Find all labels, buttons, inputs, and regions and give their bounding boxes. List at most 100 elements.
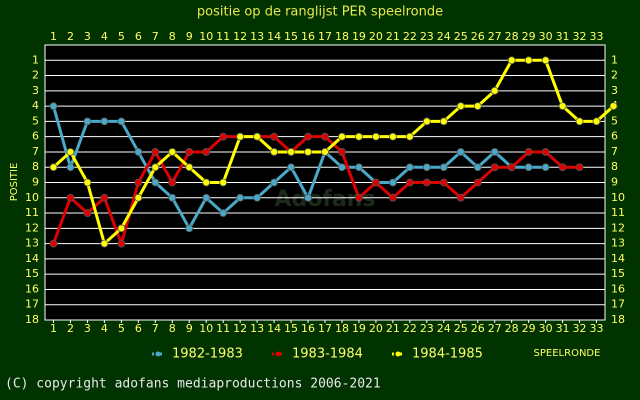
point	[338, 163, 346, 172]
point	[490, 86, 499, 95]
point	[338, 132, 346, 141]
x-tick-label: 24	[437, 322, 451, 335]
y-tick-label-right: 16	[611, 282, 625, 295]
point	[219, 209, 228, 217]
point	[507, 56, 516, 65]
point	[151, 163, 160, 172]
x-tick-label: 28	[505, 322, 519, 335]
x-tick-label-top: 14	[267, 30, 281, 43]
point	[541, 56, 550, 65]
y-axis-label: POSITIE	[9, 163, 20, 202]
y-tick-label: 4	[32, 99, 39, 112]
x-tick-label: 13	[250, 322, 264, 335]
legend-label: 1982-1983	[172, 347, 243, 362]
point	[219, 132, 228, 141]
x-tick-label-top: 24	[437, 30, 451, 43]
point	[151, 178, 160, 187]
y-tick-label: 9	[32, 176, 39, 189]
y-tick-label: 12	[25, 221, 39, 234]
y-tick-label: 3	[32, 84, 39, 97]
x-tick-label-top: 15	[284, 30, 298, 43]
x-axis-label: SPEELRONDE	[534, 348, 601, 359]
point	[185, 224, 194, 233]
x-tick-label: 27	[488, 322, 502, 335]
x-tick-label: 12	[233, 322, 247, 335]
point	[304, 132, 312, 141]
point	[66, 193, 75, 202]
x-tick-label-top: 4	[101, 30, 108, 43]
x-tick-label-top: 9	[186, 30, 193, 43]
legend-marker	[395, 351, 401, 357]
y-tick-label-right: 3	[611, 84, 618, 97]
point	[473, 163, 482, 172]
y-tick-label: 14	[25, 252, 39, 265]
x-tick-label-top: 22	[403, 30, 417, 43]
x-tick-label-top: 29	[522, 30, 536, 43]
footer: (C) copyright adofans mediaproductions 2…	[5, 377, 381, 392]
point	[541, 163, 550, 172]
point	[83, 178, 92, 187]
point	[287, 163, 295, 172]
point	[100, 193, 109, 202]
x-tick-label: 21	[386, 322, 400, 335]
y-tick-label: 5	[32, 114, 39, 127]
x-tick-label: 14	[267, 322, 281, 335]
point	[49, 163, 58, 172]
point	[388, 193, 397, 202]
y-tick-label-right: 9	[611, 176, 618, 189]
legend-label: 1983-1984	[292, 347, 363, 362]
point	[524, 56, 533, 65]
y-tick-label-right: 18	[611, 313, 625, 326]
x-tick-label: 22	[403, 322, 417, 335]
y-tick-label: 18	[25, 313, 39, 326]
x-tick-label-top: 8	[169, 30, 176, 43]
y-tick-label-right: 5	[611, 114, 618, 127]
x-tick-label: 23	[420, 322, 434, 335]
x-tick-label: 33	[590, 322, 604, 335]
x-tick-label: 15	[284, 322, 298, 335]
point	[422, 178, 431, 187]
point	[100, 117, 109, 126]
y-tick-label: 17	[25, 298, 39, 311]
y-tick-label-right: 6	[611, 130, 618, 143]
x-tick-label: 3	[84, 322, 91, 335]
point	[185, 163, 194, 172]
x-tick-label: 4	[101, 322, 108, 335]
point	[134, 148, 143, 156]
x-tick-label-top: 12	[233, 30, 247, 43]
x-tick-label-top: 26	[471, 30, 485, 43]
x-tick-label: 2	[67, 322, 74, 335]
point	[609, 102, 618, 111]
x-tick-label-top: 5	[118, 30, 125, 43]
point	[304, 193, 312, 202]
point	[185, 148, 194, 156]
point	[202, 193, 211, 202]
legend-marker	[275, 351, 281, 357]
point	[66, 148, 75, 156]
y-tick-label-right: 7	[611, 145, 618, 158]
point	[100, 239, 109, 248]
point	[558, 163, 567, 172]
x-tick-label: 32	[573, 322, 587, 335]
point	[49, 102, 58, 111]
point	[253, 132, 262, 141]
x-tick-label: 1	[50, 322, 57, 335]
x-tick-label-top: 1	[50, 30, 57, 43]
y-tick-label-right: 8	[611, 160, 618, 173]
x-tick-label-top: 20	[369, 30, 383, 43]
point	[253, 193, 262, 202]
y-tick-label: 11	[25, 206, 39, 219]
y-tick-label-right: 15	[611, 267, 625, 280]
y-tick-label: 15	[25, 267, 39, 280]
y-tick-label: 8	[32, 160, 39, 173]
point	[49, 239, 58, 248]
point	[372, 132, 380, 141]
point	[117, 239, 126, 248]
legend-label: 1984-1985	[412, 347, 483, 362]
x-tick-label-top: 2	[67, 30, 74, 43]
point	[338, 148, 346, 156]
point	[405, 163, 414, 172]
point	[202, 178, 211, 187]
y-tick-label-right: 12	[611, 221, 625, 234]
